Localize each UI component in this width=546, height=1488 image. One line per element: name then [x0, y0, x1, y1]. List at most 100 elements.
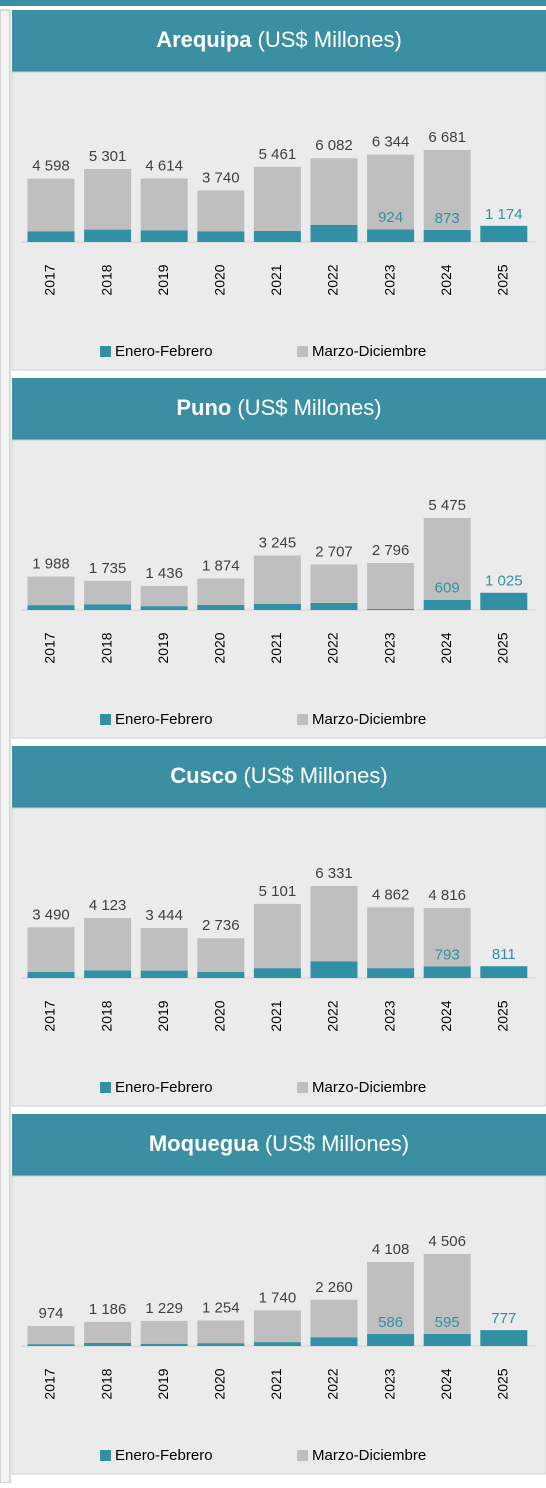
total-label: 2 260 — [315, 1279, 353, 1296]
total-label: 5 475 — [428, 497, 466, 514]
bar-enero-febrero — [367, 608, 415, 610]
x-tick-label: 2017 — [42, 1368, 58, 1399]
bar-enero-febrero — [310, 224, 358, 242]
bar-enero-febrero — [423, 229, 471, 242]
x-tick-label: 2022 — [325, 632, 341, 663]
x-tick-label: 2021 — [268, 1000, 284, 1031]
bar-enero-febrero — [480, 225, 528, 242]
legend-swatch — [297, 346, 308, 357]
bar-marzo-diciembre — [310, 1299, 358, 1338]
bar-marzo-diciembre — [423, 150, 471, 230]
total-label: 1 186 — [89, 1301, 127, 1318]
bar-marzo-diciembre — [367, 907, 415, 969]
bar-enero-febrero — [423, 599, 471, 610]
side-strip — [0, 9, 11, 1484]
total-label: 1 229 — [145, 1300, 183, 1317]
legend-swatch — [100, 714, 111, 725]
title-region: Cusco — [170, 763, 237, 788]
x-tick-label: 2025 — [495, 1368, 511, 1399]
bar-marzo-diciembre — [310, 886, 358, 962]
title-region: Puno — [176, 395, 231, 420]
x-tick-label: 2022 — [325, 1000, 341, 1031]
bar-enero-febrero — [140, 230, 188, 242]
x-tick-label: 2021 — [268, 632, 284, 663]
legend-swatch — [297, 1082, 308, 1093]
total-label: 3 740 — [202, 169, 240, 186]
legend-swatch — [297, 714, 308, 725]
title-unit: (US$ Millones) — [237, 395, 381, 420]
legend-swatch — [100, 346, 111, 357]
x-tick-label: 2024 — [438, 632, 454, 663]
bar-marzo-diciembre — [197, 938, 245, 972]
bar-enero-febrero — [27, 1344, 75, 1346]
bar-enero-febrero — [84, 604, 132, 610]
total-label: 1 735 — [89, 560, 127, 577]
total-label: 1 988 — [32, 556, 70, 573]
bar-enero-febrero — [423, 1333, 471, 1346]
total-label: 4 816 — [428, 887, 466, 904]
x-tick-label: 2022 — [325, 1368, 341, 1399]
x-tick-label: 2021 — [268, 1368, 284, 1399]
bar-enero-febrero — [27, 231, 75, 242]
legend-label: Enero-Febrero — [115, 1079, 213, 1096]
panel-header — [12, 746, 546, 808]
total-label: 3 245 — [259, 534, 297, 551]
x-tick-label: 2024 — [438, 1368, 454, 1399]
legend-label: Marzo-Diciembre — [312, 343, 426, 360]
x-tick-label: 2023 — [381, 632, 397, 663]
bar-enero-febrero — [367, 229, 415, 242]
title-region: Moquegua — [149, 1131, 260, 1156]
bar-marzo-diciembre — [140, 178, 188, 231]
bar-marzo-diciembre — [197, 190, 245, 232]
total-label: 4 108 — [372, 1241, 410, 1258]
bar-enero-febrero — [84, 970, 132, 978]
bar-marzo-diciembre — [140, 1320, 188, 1344]
bar-marzo-diciembre — [84, 580, 132, 605]
total-label: 6 082 — [315, 137, 353, 154]
bar-marzo-diciembre — [140, 585, 188, 607]
x-tick-label: 2025 — [495, 1000, 511, 1031]
legend-label: Marzo-Diciembre — [312, 711, 426, 728]
bar-marzo-diciembre — [27, 178, 75, 232]
total-label: 5 301 — [89, 148, 127, 165]
bar-marzo-diciembre — [310, 158, 358, 225]
bar-marzo-diciembre — [27, 927, 75, 972]
bar-marzo-diciembre — [197, 578, 245, 605]
bar-enero-febrero — [253, 1342, 301, 1346]
bar-marzo-diciembre — [84, 918, 132, 971]
total-label: 5 461 — [259, 146, 297, 163]
bar-marzo-diciembre — [27, 576, 75, 606]
value-label: 595 — [435, 1314, 460, 1331]
total-label: 974 — [38, 1305, 63, 1322]
bar-enero-febrero — [27, 971, 75, 978]
bar-enero-febrero — [197, 231, 245, 242]
total-label: 4 506 — [428, 1233, 466, 1250]
total-label: 1 254 — [202, 1299, 240, 1316]
bar-enero-febrero — [310, 602, 358, 610]
total-label: 2 736 — [202, 917, 240, 934]
value-label: 777 — [491, 1310, 516, 1327]
x-tick-label: 2023 — [381, 1000, 397, 1031]
panel-header — [12, 378, 546, 440]
bar-marzo-diciembre — [423, 908, 471, 967]
value-label: 1 174 — [485, 206, 523, 223]
bar-enero-febrero — [197, 1343, 245, 1346]
x-tick-label: 2019 — [155, 1000, 171, 1031]
total-label: 4 614 — [145, 157, 183, 174]
title-unit: (US$ Millones) — [258, 27, 402, 52]
total-label: 4 123 — [89, 897, 127, 914]
total-label: 6 344 — [372, 134, 410, 151]
total-label: 1 740 — [259, 1289, 297, 1306]
x-tick-label: 2025 — [495, 632, 511, 663]
bar-enero-febrero — [310, 961, 358, 978]
bar-enero-febrero — [253, 603, 301, 610]
legend-label: Enero-Febrero — [115, 343, 213, 360]
legend-swatch — [100, 1082, 111, 1093]
bar-enero-febrero — [480, 1330, 528, 1346]
x-tick-label: 2019 — [155, 1368, 171, 1399]
bar-marzo-diciembre — [84, 1321, 132, 1343]
total-label: 6 681 — [428, 129, 466, 146]
bar-enero-febrero — [140, 970, 188, 978]
total-label: 4 862 — [372, 886, 410, 903]
